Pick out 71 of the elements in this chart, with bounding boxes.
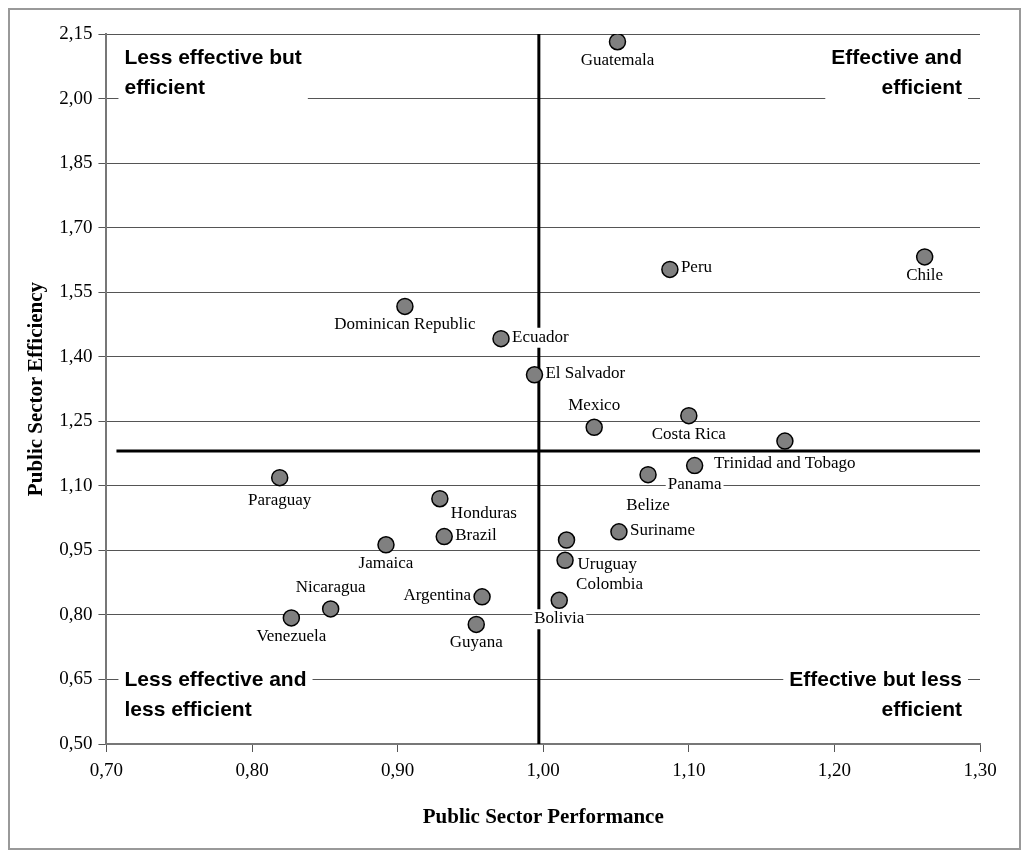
point bbox=[492, 329, 510, 348]
point bbox=[639, 465, 657, 484]
y-tick-label: 0,50 bbox=[59, 731, 93, 753]
x-axis-title: Public Sector Performance bbox=[422, 803, 664, 828]
point bbox=[680, 406, 698, 425]
annotation: Less effective and less efficient bbox=[124, 667, 307, 721]
y-tick-label: 1,25 bbox=[59, 409, 93, 431]
annotation: Panama bbox=[667, 473, 722, 493]
point bbox=[557, 531, 576, 549]
point bbox=[467, 615, 485, 634]
y-tick-label: 0,95 bbox=[59, 538, 93, 560]
y-axis-title: Public Sector Efficiency bbox=[23, 281, 48, 497]
annotation: Belize bbox=[626, 494, 670, 514]
y-tick-label: 2,15 bbox=[59, 21, 93, 43]
annotation: Venezuela bbox=[256, 625, 327, 645]
point bbox=[270, 468, 289, 487]
point bbox=[915, 248, 934, 266]
point bbox=[685, 456, 704, 475]
y-tick-label: 1,55 bbox=[59, 280, 93, 302]
point bbox=[525, 366, 544, 384]
y-tick-label: 2,00 bbox=[59, 86, 93, 108]
point bbox=[377, 536, 395, 554]
annotation: Guyana bbox=[449, 632, 504, 652]
annotation: Suriname bbox=[629, 519, 696, 539]
annotation: Honduras bbox=[450, 502, 517, 522]
x-tick-label: 1,00 bbox=[526, 759, 560, 781]
point bbox=[608, 34, 627, 51]
x-tick-label: 1,30 bbox=[963, 759, 997, 781]
x-tick-label: 1,10 bbox=[672, 759, 706, 781]
annotation: Argentina bbox=[403, 584, 472, 604]
annotation: Effective but less efficient bbox=[789, 667, 962, 721]
x-tick-label: 0,90 bbox=[381, 759, 415, 781]
y-tick-label: 1,10 bbox=[59, 473, 93, 495]
point bbox=[282, 609, 301, 627]
y-tick-label: 0,65 bbox=[59, 667, 93, 689]
annotation: Costa Rica bbox=[651, 423, 727, 443]
y-tick-label: 1,40 bbox=[59, 344, 93, 366]
x-tick-label: 0,80 bbox=[235, 759, 269, 781]
annotation: Dominican Republic bbox=[334, 314, 476, 334]
x-tick-label: 0,70 bbox=[89, 759, 124, 781]
y-tick-label: 0,80 bbox=[59, 602, 93, 624]
annotation: Paraguay bbox=[248, 489, 312, 509]
annotation: Guatemala bbox=[580, 49, 655, 69]
annotation: Jamaica bbox=[358, 552, 414, 572]
annotation: Chile bbox=[906, 264, 944, 284]
annotation: Brazil bbox=[455, 524, 498, 544]
x-tick-label: 1,20 bbox=[817, 759, 852, 781]
point bbox=[556, 551, 574, 570]
point bbox=[610, 523, 628, 541]
point bbox=[473, 588, 491, 606]
annotation: Colombia bbox=[576, 574, 644, 594]
y-tick-label: 1,85 bbox=[59, 151, 93, 173]
point bbox=[661, 260, 679, 279]
point bbox=[585, 418, 603, 437]
annotation: Less effective but efficient bbox=[124, 45, 302, 99]
annotation: Nicaragua bbox=[295, 576, 367, 596]
point bbox=[776, 432, 794, 450]
y-tick-label: 1,70 bbox=[59, 215, 93, 237]
point bbox=[396, 297, 414, 316]
point bbox=[550, 591, 568, 610]
annotation: Bolivia bbox=[534, 608, 585, 628]
annotation: Trinidad and Tobago bbox=[714, 453, 856, 473]
annotation: Mexico bbox=[568, 395, 621, 415]
annotation: El Salvador bbox=[545, 362, 626, 382]
point bbox=[431, 489, 449, 508]
annotation: Uruguay bbox=[577, 554, 638, 574]
annotation: Peru bbox=[680, 257, 713, 277]
annotation: Ecuador bbox=[512, 326, 569, 346]
point bbox=[321, 600, 340, 618]
point bbox=[435, 527, 453, 546]
annotation: Effective and efficient bbox=[831, 45, 962, 99]
